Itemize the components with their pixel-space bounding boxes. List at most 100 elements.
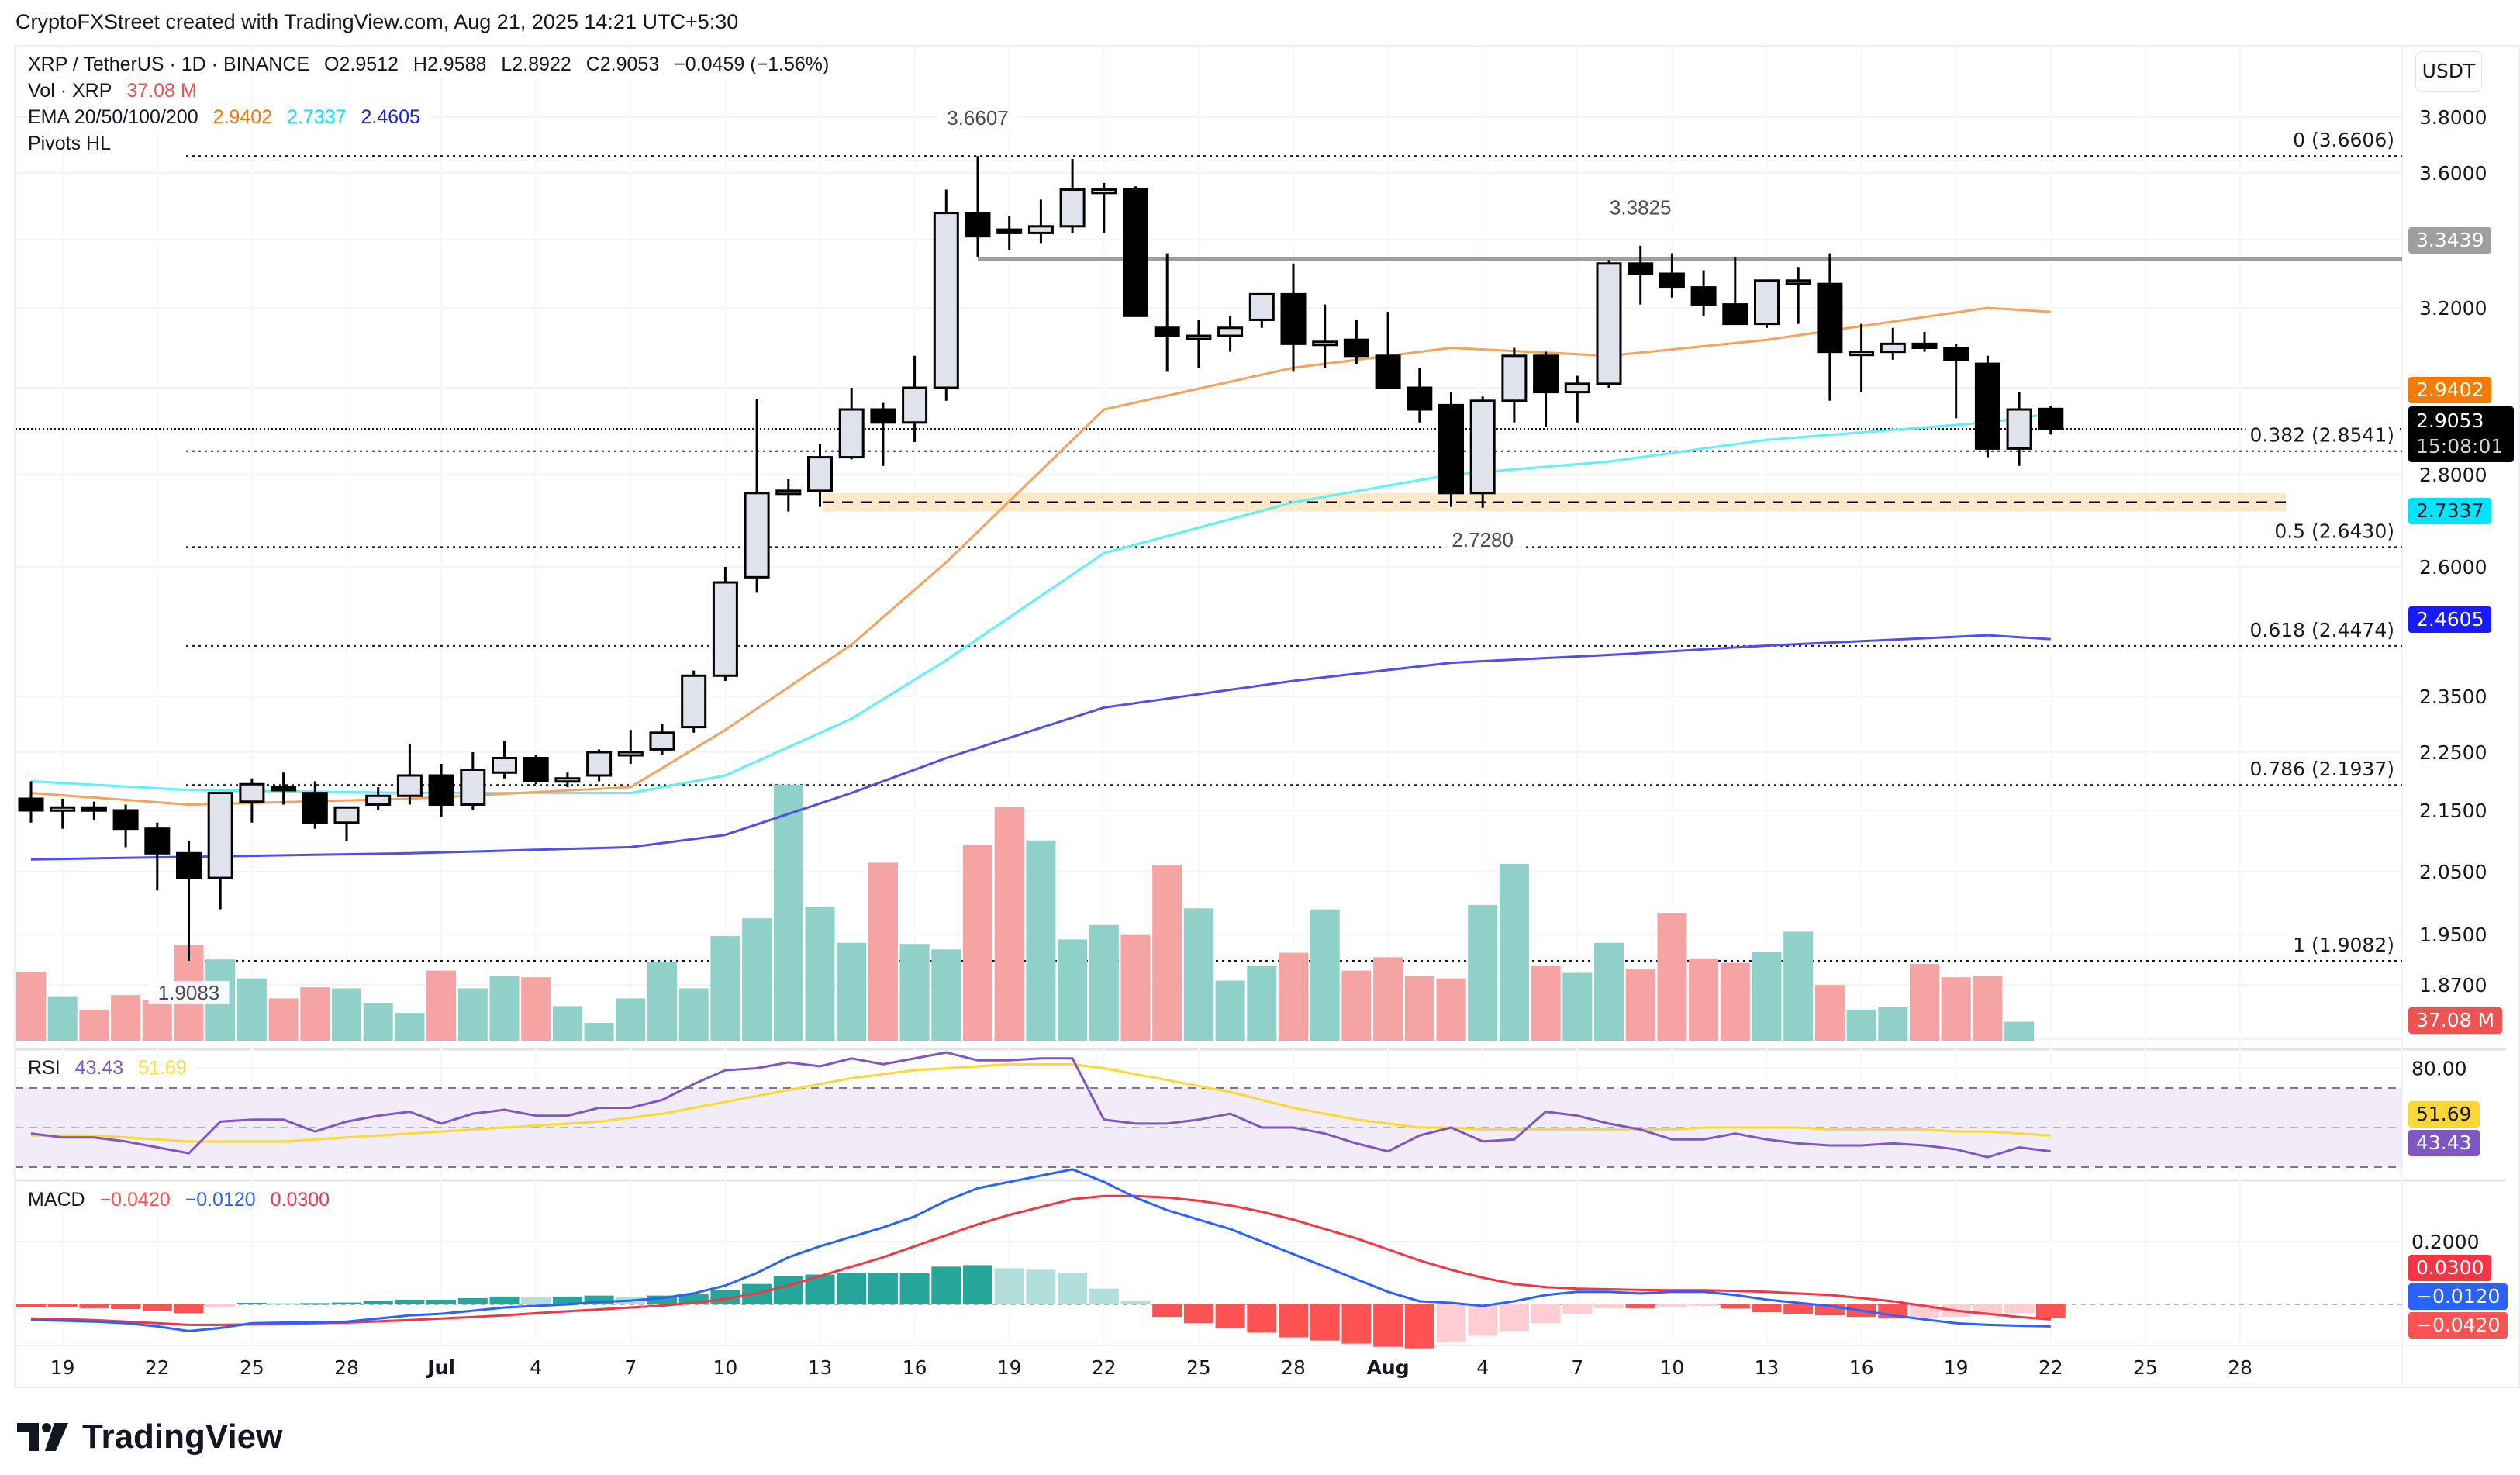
volume-bar <box>363 1003 393 1041</box>
candle-body <box>1059 188 1086 228</box>
time-tick-label: 19 <box>1944 1356 1969 1379</box>
candle-body <box>1943 347 1969 361</box>
ema20-price-badge: 2.9402 <box>2408 377 2492 403</box>
pivot-label-bg <box>148 980 230 1004</box>
ema20-value: 2.9402 <box>212 106 273 128</box>
volume-bar <box>1373 957 1403 1041</box>
candle-body <box>523 757 549 782</box>
histogram-badge: −0.0420 <box>2408 1312 2508 1339</box>
macd-line-value: −0.0120 <box>185 1189 256 1211</box>
price-tick-label: 1.8700 <box>2419 974 2487 997</box>
fib-level-label-bg <box>2288 932 2399 956</box>
volume-bar <box>1152 865 1182 1041</box>
volume-bar <box>1910 964 1939 1041</box>
time-tick-label: 13 <box>1755 1356 1780 1379</box>
macd-histogram-bar <box>1531 1304 1561 1324</box>
volume-bar <box>79 1009 109 1041</box>
macd-label[interactable]: MACD <box>28 1189 85 1211</box>
symbol-name[interactable]: XRP / TetherUS · 1D · BINANCE <box>28 54 310 75</box>
last-price-value: 2.9053 <box>2416 409 2484 432</box>
volume-bar <box>1973 976 2003 1041</box>
macd-histogram-bar <box>1373 1304 1403 1347</box>
rsi-ma-value: 51.69 <box>138 1057 187 1079</box>
pivot-label: 1.9083 <box>158 981 220 1004</box>
time-tick-label: 13 <box>808 1356 833 1379</box>
candle-body <box>302 792 328 824</box>
time-tick-label: 22 <box>145 1356 170 1379</box>
candle-body <box>1533 354 1559 394</box>
macd-histogram-bar <box>268 1303 299 1305</box>
pivot-label: 2.7280 <box>1452 528 1514 551</box>
volume-bar <box>805 907 835 1041</box>
price-tick-label: 3.6000 <box>2419 162 2487 185</box>
currency-button[interactable]: USDT <box>2415 51 2482 92</box>
macd-histogram-bar <box>1404 1304 1434 1349</box>
candle-body <box>902 386 928 424</box>
candle-body <box>1754 279 1780 326</box>
rsi-badge: 43.43 <box>2408 1130 2480 1156</box>
candle-body <box>712 581 738 677</box>
macd-histogram-bar <box>1183 1304 1213 1324</box>
time-tick-label: 10 <box>1659 1356 1684 1379</box>
pivot-label: 3.6607 <box>947 106 1009 130</box>
candle-body <box>1312 340 1338 347</box>
macd-histogram-bar <box>931 1266 961 1304</box>
price-tick-label: 2.1500 <box>2419 800 2487 822</box>
macd-histogram-bar <box>489 1296 520 1304</box>
candle-body <box>18 797 44 812</box>
candle-body <box>1722 303 1748 326</box>
ema-legend: EMA 20/50/100/200 2.9402 2.7337 2.4605 <box>28 105 430 129</box>
volume-bar <box>457 988 488 1041</box>
volume-bar <box>1436 978 1466 1041</box>
time-tick-label: 28 <box>334 1356 359 1379</box>
macd-histogram-bar <box>1783 1304 1814 1314</box>
ema-label[interactable]: EMA 20/50/100/200 <box>28 106 198 128</box>
volume-bar <box>868 862 898 1041</box>
volume-bar <box>1594 942 1624 1041</box>
macd-hist-value: −0.0420 <box>99 1189 171 1211</box>
volume-bar <box>16 972 46 1041</box>
volume-bar <box>552 1006 582 1041</box>
time-tick-label: 16 <box>903 1356 927 1379</box>
volume-bar <box>742 918 772 1041</box>
macd-signal-line <box>30 1194 2051 1326</box>
volume-bar <box>268 998 299 1041</box>
volume-bar <box>1183 908 1213 1041</box>
candle-body <box>144 827 171 855</box>
candle-body <box>112 809 139 831</box>
candle-body <box>1438 403 1464 495</box>
price-tick-label: 2.0500 <box>2419 861 2487 883</box>
fib-level-label-bg <box>2288 128 2399 152</box>
rsi-legend: RSI 43.43 51.69 <box>28 1056 196 1079</box>
macd-histogram-bar <box>1058 1273 1088 1304</box>
pivots-label[interactable]: Pivots HL <box>28 133 111 154</box>
candle-body <box>1154 326 1180 337</box>
brand-name: TradingView <box>82 1418 283 1456</box>
volume-label[interactable]: Vol · XRP <box>28 80 112 102</box>
candle-body <box>1091 188 1117 195</box>
candle-body <box>239 782 265 803</box>
volume-bar <box>1878 1007 1908 1041</box>
time-tick-label: 4 <box>530 1356 542 1379</box>
ohlc-low: L2.8922 <box>501 54 571 75</box>
macd-badge: −0.0120 <box>2408 1283 2508 1310</box>
candle-body <box>744 492 770 579</box>
rsi-line <box>30 1051 2051 1159</box>
candle-body <box>996 228 1023 234</box>
candle-body <box>1027 225 1054 234</box>
candle-body <box>1911 342 1938 350</box>
candle-body <box>1407 386 1433 411</box>
candle-body <box>1248 292 1275 321</box>
time-tick-label: 16 <box>1849 1356 1874 1379</box>
volume-bar <box>1026 840 1056 1041</box>
macd-histogram-bar <box>899 1273 930 1304</box>
volume-bar <box>1120 934 1151 1041</box>
candle-body <box>176 851 202 879</box>
rsi-label[interactable]: RSI <box>28 1057 60 1079</box>
candle-body <box>1880 342 1906 354</box>
price-tick-label: 3.8000 <box>2419 106 2487 129</box>
attribution-header: CryptoFXStreet created with TradingView.… <box>16 10 739 33</box>
volume-bar <box>1783 931 1814 1041</box>
tradingview-logo[interactable]: TradingView <box>17 1418 282 1456</box>
